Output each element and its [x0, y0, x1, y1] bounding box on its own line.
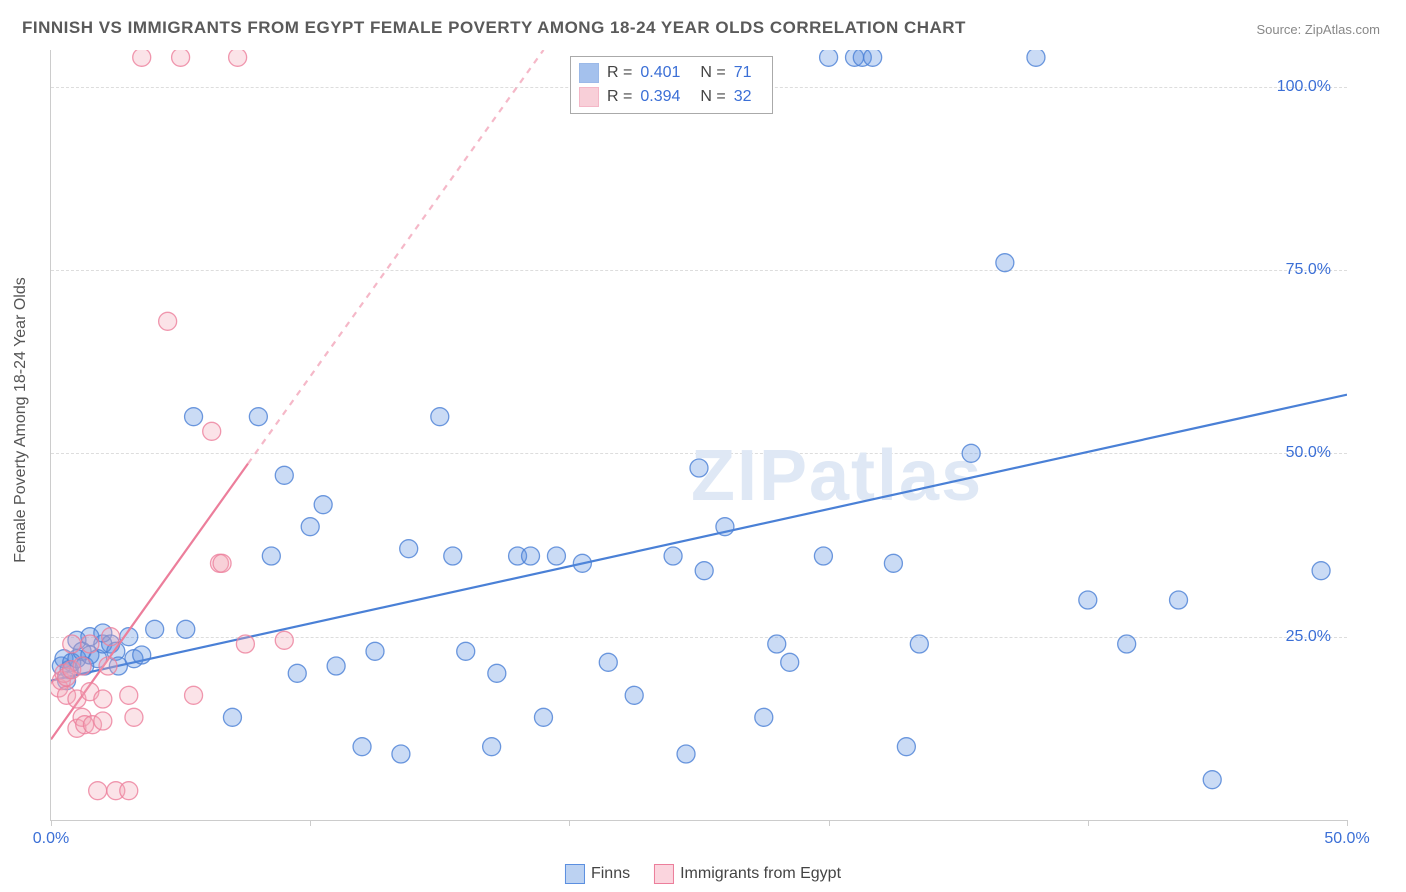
- legend-label: Finns: [591, 865, 630, 883]
- x-tick-mark: [1347, 820, 1348, 826]
- legend-label: Immigrants from Egypt: [680, 865, 841, 883]
- source-label: Source: ZipAtlas.com: [1256, 22, 1380, 37]
- legend-bottom: Finns Immigrants from Egypt: [565, 864, 841, 884]
- x-tick-mark: [310, 820, 311, 826]
- plot-area: ZIPatlas 25.0%50.0%75.0%100.0%0.0%50.0%: [50, 50, 1347, 821]
- x-tick-label: 50.0%: [1324, 830, 1369, 848]
- legend-item: Immigrants from Egypt: [654, 864, 841, 884]
- x-tick-mark: [1088, 820, 1089, 826]
- x-tick-label: 0.0%: [33, 830, 69, 848]
- legend-stats-box: R =0.401N =71R =0.394N =32: [570, 56, 773, 114]
- legend-item: Finns: [565, 864, 630, 884]
- x-tick-mark: [829, 820, 830, 826]
- scatter-plot-svg: [51, 50, 1347, 820]
- x-tick-mark: [569, 820, 570, 826]
- legend-stats-row: R =0.394N =32: [579, 85, 764, 109]
- legend-swatch: [654, 864, 674, 884]
- legend-swatch: [579, 87, 599, 107]
- legend-swatch: [579, 63, 599, 83]
- x-tick-mark: [51, 820, 52, 826]
- legend-stats-row: R =0.401N =71: [579, 61, 764, 85]
- y-axis-title: Female Poverty Among 18-24 Year Olds: [12, 277, 30, 563]
- legend-swatch: [565, 864, 585, 884]
- chart-title: FINNISH VS IMMIGRANTS FROM EGYPT FEMALE …: [22, 18, 966, 38]
